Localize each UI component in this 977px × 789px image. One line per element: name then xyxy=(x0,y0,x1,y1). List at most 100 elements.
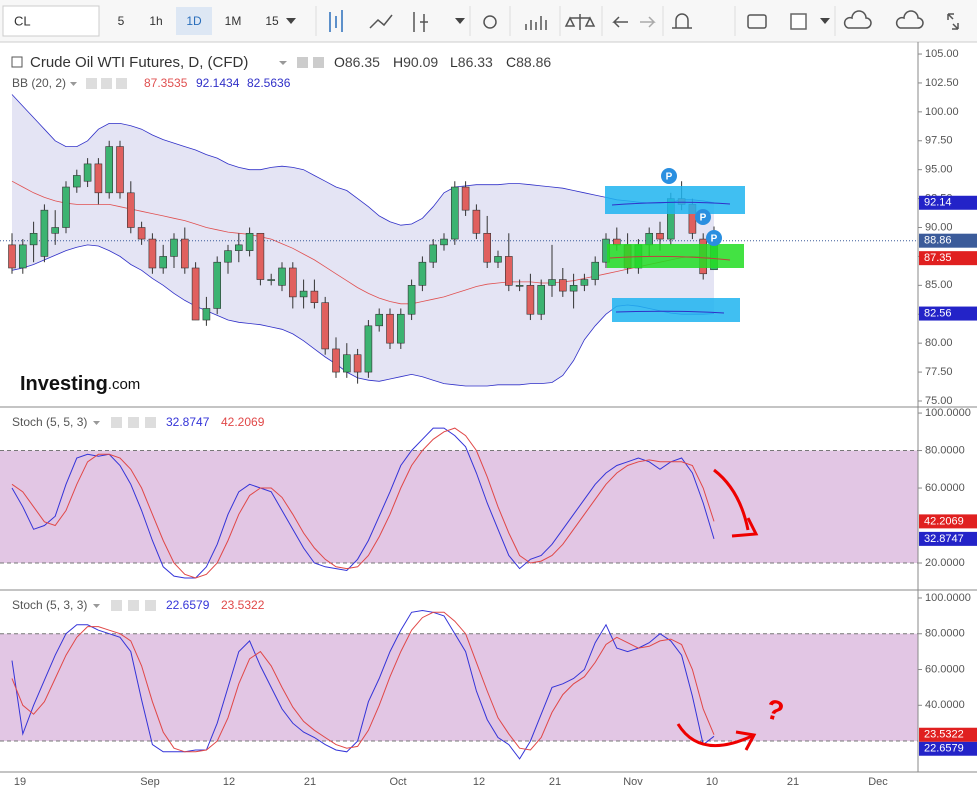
indicators-icon[interactable] xyxy=(525,16,547,30)
candles-icon[interactable] xyxy=(329,10,343,32)
legend-icon xyxy=(101,78,112,89)
price-badge-label: 88.86 xyxy=(924,235,952,247)
y-tick-label: 102.50 xyxy=(925,77,959,89)
fullscreen-icon[interactable] xyxy=(947,13,959,30)
x-tick-label: 12 xyxy=(473,776,485,788)
x-tick-label: Dec xyxy=(868,776,888,788)
x-tick-label: Oct xyxy=(389,776,406,788)
bb-name: BB (20, 2) xyxy=(12,76,66,90)
candle-body xyxy=(224,250,232,263)
interval[interactable]: 1h xyxy=(149,14,162,28)
stoch-band xyxy=(0,450,918,564)
price-badge xyxy=(919,514,977,529)
symbol[interactable]: CL xyxy=(14,13,31,28)
dropdown[interactable] xyxy=(286,18,296,24)
stoch-legend-k: 32.8747 xyxy=(166,415,210,429)
candle-body xyxy=(418,261,427,286)
candle-body xyxy=(191,267,200,321)
candle-body xyxy=(440,238,448,246)
undo-icon[interactable] xyxy=(612,16,628,28)
color-icon[interactable] xyxy=(790,13,807,30)
candle-body xyxy=(504,256,513,286)
legend-icon xyxy=(128,417,139,428)
stoch-dropdown xyxy=(93,421,100,425)
event-marker[interactable] xyxy=(706,230,722,246)
candle-body xyxy=(116,146,124,194)
ohlc-item: C88.86 xyxy=(506,54,551,70)
candle-body xyxy=(494,256,502,263)
y-tick-label: 80.0000 xyxy=(925,444,965,456)
bb-legend-value: 87.3535 xyxy=(144,76,188,90)
price-badge-label: 22.6579 xyxy=(924,743,964,755)
compare-icon[interactable] xyxy=(564,14,596,30)
candle-body xyxy=(181,238,189,269)
redo-icon[interactable] xyxy=(640,16,656,28)
ohlc-label: H xyxy=(393,54,403,70)
event-marker[interactable] xyxy=(695,209,711,225)
interval[interactable]: 1M xyxy=(225,14,242,28)
candle-body xyxy=(569,285,578,292)
arrow-1-head xyxy=(731,517,759,538)
candle-body xyxy=(29,232,38,246)
ohlc-value: 86.33 xyxy=(458,54,493,70)
arrow-2 xyxy=(676,723,753,748)
stoch-k xyxy=(11,427,715,579)
candle-body xyxy=(515,285,524,287)
cloud-down-icon[interactable] xyxy=(843,10,872,29)
ohlc-item: O86.35 xyxy=(334,54,380,70)
candle-body xyxy=(332,348,340,373)
price-badge xyxy=(919,195,977,210)
highlight-mid xyxy=(607,244,744,268)
line-icon[interactable] xyxy=(369,14,393,29)
candle-body xyxy=(256,232,265,280)
candle-body xyxy=(472,209,481,234)
event-marker-label: P xyxy=(711,234,718,245)
y-tick-label: 80.00 xyxy=(925,337,953,349)
x-tick-label: 21 xyxy=(787,776,799,788)
stoch-name: Stoch (5, 3, 3) xyxy=(12,598,87,612)
candle-body xyxy=(461,186,470,211)
collapse-icon xyxy=(11,56,23,68)
x-tick-label: 10 xyxy=(706,776,718,788)
logo-suffix: .com xyxy=(108,376,141,393)
toolbar: CL xyxy=(0,0,977,43)
price-badge-label: 87.35 xyxy=(924,252,952,264)
stoch-name: Stoch (5, 5, 3) xyxy=(12,415,87,429)
candle-body xyxy=(580,279,589,286)
chart-title: Crude Oil WTI Futures, D, (CFD) xyxy=(30,54,248,71)
cloud-up-icon[interactable] xyxy=(895,10,924,29)
candle-body xyxy=(105,146,113,194)
candle-body xyxy=(612,238,621,246)
candle-body xyxy=(656,232,664,240)
bars-icon[interactable] xyxy=(413,12,428,32)
arrow-2-head xyxy=(735,730,757,751)
event-marker-label: P xyxy=(700,213,707,224)
legend-icon xyxy=(145,417,156,428)
price-badge xyxy=(919,727,977,742)
ohlc-item: L86.33 xyxy=(450,54,493,70)
candle-body xyxy=(375,313,384,327)
plot-area: 105.00102.50100.0097.5095.0092.5090.0087… xyxy=(0,42,977,789)
candle-body xyxy=(386,313,394,344)
eye-icon xyxy=(297,57,308,68)
y-tick-label: 90.00 xyxy=(925,221,953,233)
interval[interactable]: 1D xyxy=(186,14,202,28)
camera-icon[interactable] xyxy=(747,14,767,29)
settings-icon[interactable] xyxy=(483,15,497,29)
candle-body xyxy=(396,313,405,344)
alert-icon[interactable] xyxy=(672,13,692,29)
stoch-dropdown xyxy=(93,604,100,608)
x-tick-label: 19 xyxy=(14,776,26,788)
candle-body xyxy=(558,279,567,292)
legend-icon xyxy=(86,78,97,89)
y-tick-label: 20.0000 xyxy=(925,557,965,569)
candle-body xyxy=(170,238,178,257)
interval[interactable]: 5 xyxy=(118,14,125,28)
price-badge xyxy=(919,531,977,546)
ohlc-item: H90.09 xyxy=(393,54,438,70)
interval[interactable]: 15 xyxy=(265,14,279,28)
event-marker[interactable] xyxy=(661,168,677,184)
symbol-box[interactable] xyxy=(2,5,100,37)
bb-lower xyxy=(11,244,715,387)
ohlc-value: 90.09 xyxy=(403,54,438,70)
